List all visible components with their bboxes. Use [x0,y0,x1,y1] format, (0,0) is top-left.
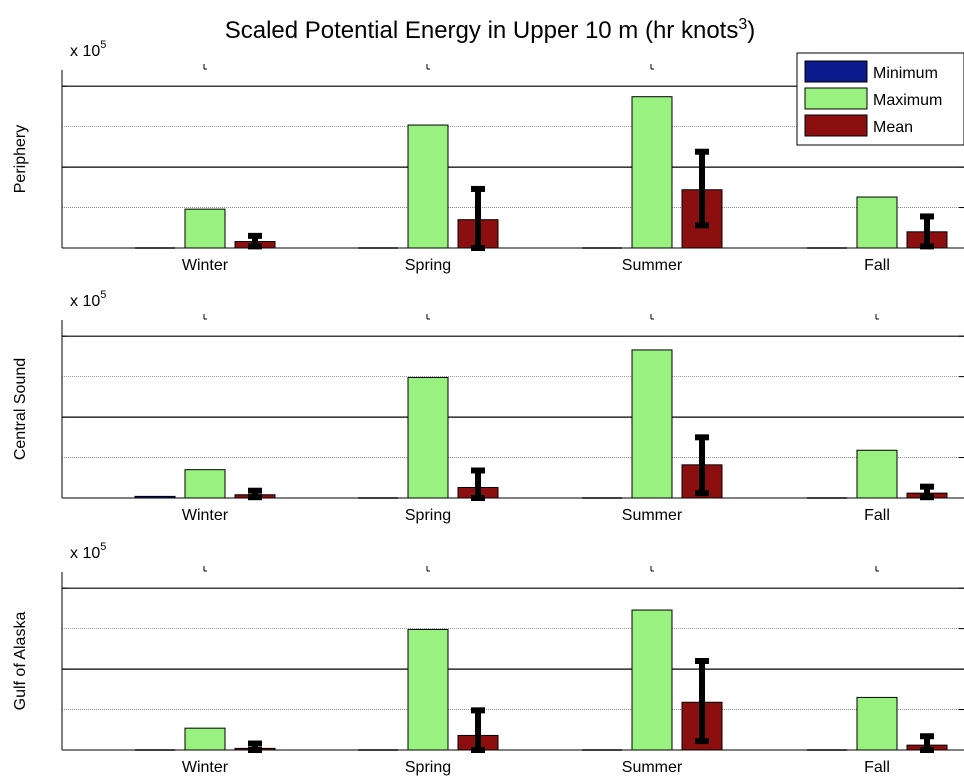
bar-maximum [856,449,898,499]
y-exponent-power: 5 [100,289,106,301]
y-exponent-base: x 10 [70,545,100,562]
legend-swatch-maximum [804,87,868,110]
y-exponent-label: x 105 [70,289,106,310]
y-exponent-power: 5 [100,541,106,553]
legend-label: Minimum [873,65,938,82]
x-tick-label: Summer [622,759,683,776]
bar-maximum [856,696,898,751]
bar-maximum [184,469,226,499]
chart-title-superscript: 3 [738,16,747,33]
x-tick-label: Spring [405,257,451,274]
y-axis-label: Gulf of Alaska [12,612,29,711]
plot-background [62,572,964,750]
chart-title-suffix: ) [747,17,755,44]
y-exponent-base: x 10 [70,293,100,310]
plot-background [62,320,964,498]
bar-maximum [407,376,449,499]
x-tick-label: Winter [182,257,229,274]
bar-minimum [134,495,176,499]
legend-swatch-mean [804,114,868,137]
y-axis-label: Central Sound [12,358,29,460]
y-axis-label: Periphery [12,125,29,193]
x-tick-label: Spring [405,507,451,524]
chart-title-main: Scaled Potential Energy in Upper 10 m (h… [225,17,739,44]
bar-maximum [407,124,449,249]
x-tick-label: Summer [622,257,683,274]
bar-maximum [184,727,226,751]
bar-maximum [631,96,673,249]
legend-label: Mean [873,119,913,136]
x-tick-label: Winter [182,507,229,524]
x-tick-label: Fall [864,507,890,524]
y-exponent-label: x 105 [70,39,106,60]
bar-maximum [184,208,226,249]
x-tick-label: Winter [182,759,229,776]
y-exponent-base: x 10 [70,43,100,60]
x-tick-label: Fall [864,257,890,274]
chart-title: Scaled Potential Energy in Upper 10 m (h… [225,16,756,44]
x-tick-label: Summer [622,507,683,524]
bar-maximum [407,628,449,751]
y-exponent-power: 5 [100,39,106,51]
x-tick-label: Fall [864,759,890,776]
bar-maximum [631,609,673,751]
y-exponent-label: x 105 [70,541,106,562]
bar-maximum [856,196,898,249]
x-tick-label: Spring [405,759,451,776]
legend-swatch-minimum [804,60,868,83]
legend-label: Maximum [873,92,942,109]
bar-maximum [631,349,673,499]
